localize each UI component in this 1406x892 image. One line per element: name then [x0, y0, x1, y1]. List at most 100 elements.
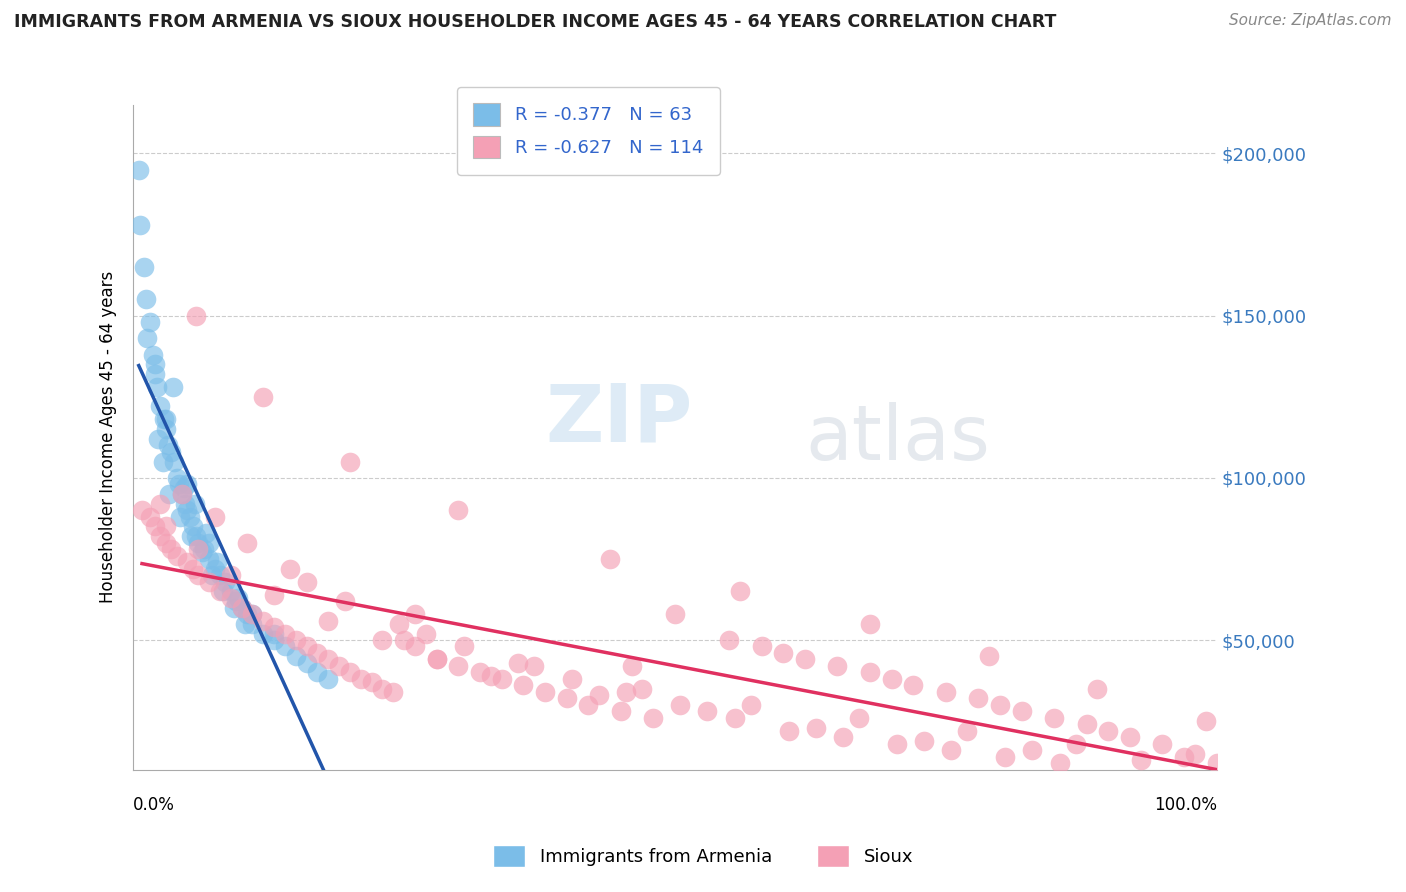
Point [994, 749, 1017, 764]
Point [886, 737, 908, 751]
Point [979, 649, 1001, 664]
Point [162, 380, 184, 394]
Point [172, 487, 194, 501]
Point [614, 685, 637, 699]
Point [184, 497, 207, 511]
Point [146, 380, 169, 394]
Point [173, 481, 195, 495]
Point [222, 600, 245, 615]
Point [176, 503, 198, 517]
Point [198, 535, 221, 549]
Point [284, 633, 307, 648]
Point [219, 584, 242, 599]
Point [859, 665, 882, 680]
Point [138, 509, 160, 524]
Point [176, 477, 198, 491]
Point [233, 616, 256, 631]
Point [181, 519, 204, 533]
Point [149, 529, 172, 543]
Point [1087, 681, 1109, 696]
Point [903, 678, 925, 692]
Point [935, 685, 957, 699]
Point [242, 616, 264, 631]
Point [274, 626, 297, 640]
Point [415, 626, 437, 640]
Point [333, 594, 356, 608]
Point [252, 614, 274, 628]
Point [242, 607, 264, 621]
Point [155, 422, 177, 436]
Point [643, 711, 665, 725]
Point [426, 652, 449, 666]
Point [599, 552, 621, 566]
Text: IMMIGRANTS FROM ARMENIA VS SIOUX HOUSEHOLDER INCOME AGES 45 - 64 YEARS CORRELATI: IMMIGRANTS FROM ARMENIA VS SIOUX HOUSEHO… [14, 13, 1056, 31]
Point [491, 672, 513, 686]
Point [1129, 753, 1152, 767]
Point [827, 659, 849, 673]
Point [339, 454, 361, 468]
Point [956, 723, 979, 738]
Point [152, 454, 174, 468]
Point [263, 626, 285, 640]
Point [941, 743, 963, 757]
Point [169, 509, 191, 524]
Point [274, 640, 297, 654]
Point [295, 656, 318, 670]
Point [187, 535, 209, 549]
Point [149, 497, 172, 511]
Point [187, 542, 209, 557]
Point [236, 535, 259, 549]
Point [263, 633, 285, 648]
Point [751, 640, 773, 654]
Point [252, 626, 274, 640]
Point [740, 698, 762, 712]
Point [523, 659, 546, 673]
Point [219, 568, 242, 582]
Point [728, 584, 751, 599]
Point [1011, 705, 1033, 719]
Point [426, 652, 449, 666]
Point [134, 260, 156, 274]
Point [180, 529, 202, 543]
Point [204, 509, 226, 524]
Point [280, 561, 302, 575]
Point [295, 574, 318, 589]
Point [190, 545, 212, 559]
Point [194, 525, 217, 540]
Point [138, 315, 160, 329]
Point [166, 471, 188, 485]
Point [242, 607, 264, 621]
Point [157, 487, 180, 501]
Point [307, 665, 329, 680]
Point [912, 733, 935, 747]
Point [231, 600, 253, 615]
Point [166, 549, 188, 563]
Point [160, 445, 183, 459]
Point [219, 591, 242, 605]
Point [512, 678, 534, 692]
Point [832, 731, 855, 745]
Point [155, 519, 177, 533]
Point [193, 542, 215, 557]
Legend: Immigrants from Armenia, Sioux: Immigrants from Armenia, Sioux [485, 838, 921, 874]
Point [208, 568, 231, 582]
Point [794, 652, 817, 666]
Point [534, 685, 557, 699]
Point [318, 652, 340, 666]
Point [176, 555, 198, 569]
Point [561, 672, 583, 686]
Point [231, 600, 253, 615]
Point [453, 640, 475, 654]
Text: Source: ZipAtlas.com: Source: ZipAtlas.com [1229, 13, 1392, 29]
Point [610, 705, 633, 719]
Point [404, 607, 426, 621]
Point [404, 640, 426, 654]
Point [1152, 737, 1174, 751]
Point [163, 454, 186, 468]
Point [225, 594, 247, 608]
Point [214, 574, 236, 589]
Point [588, 688, 610, 702]
Point [128, 162, 150, 177]
Point [1064, 737, 1087, 751]
Point [1097, 723, 1119, 738]
